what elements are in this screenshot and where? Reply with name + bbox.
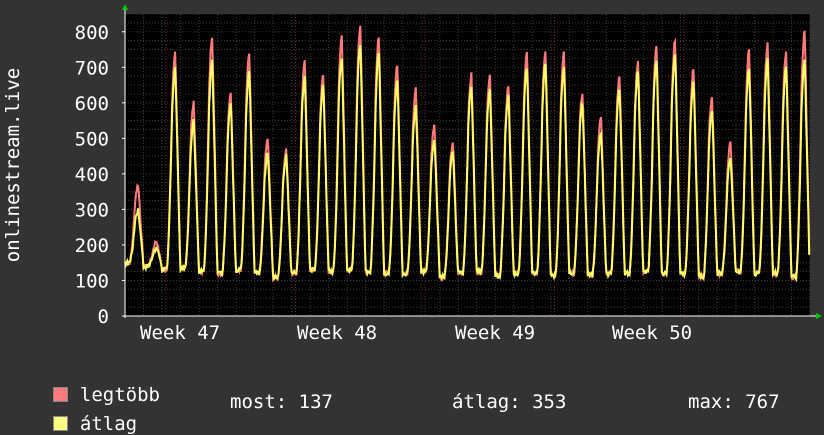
y-axis-label: onlinestream.live — [2, 68, 24, 262]
y-tick-label: 100 — [75, 270, 109, 292]
series-atlag-line — [124, 44, 811, 283]
y-tick-label: 500 — [75, 128, 109, 150]
y-tick-label: 700 — [75, 57, 109, 79]
atlag-swatch — [52, 416, 68, 431]
y-axis-arrow — [122, 4, 128, 10]
stat-most: most: 137 — [230, 391, 333, 413]
y-tick-label: 200 — [75, 235, 109, 257]
x-axis-arrow — [816, 313, 822, 319]
y-tick-label: 400 — [75, 164, 109, 186]
legtobb-label: legtöbb — [79, 384, 160, 406]
y-tick-label: 300 — [75, 199, 109, 221]
y-tick-label: 600 — [75, 93, 109, 115]
y-tick-label: 0 — [98, 306, 109, 328]
x-tick-label: Week 50 — [612, 322, 692, 344]
stat-max: max: 767 — [688, 391, 780, 413]
legtobb-swatch — [52, 387, 68, 402]
legend-item-legtobb: legtöbb — [30, 362, 160, 406]
stat-atlag: átlag: 353 — [452, 391, 567, 413]
legend-item-atlag: átlag — [30, 391, 137, 435]
x-tick-label: Week 48 — [297, 322, 377, 344]
atlag-label: átlag — [79, 413, 138, 435]
x-tick-label: Week 49 — [455, 322, 535, 344]
y-tick-label: 800 — [75, 22, 109, 44]
chart: 0 100 200 300 400 500 600 700 800 Week 47 Week 48 W… — [2, 4, 822, 344]
x-tick-label: Week 47 — [140, 322, 220, 344]
